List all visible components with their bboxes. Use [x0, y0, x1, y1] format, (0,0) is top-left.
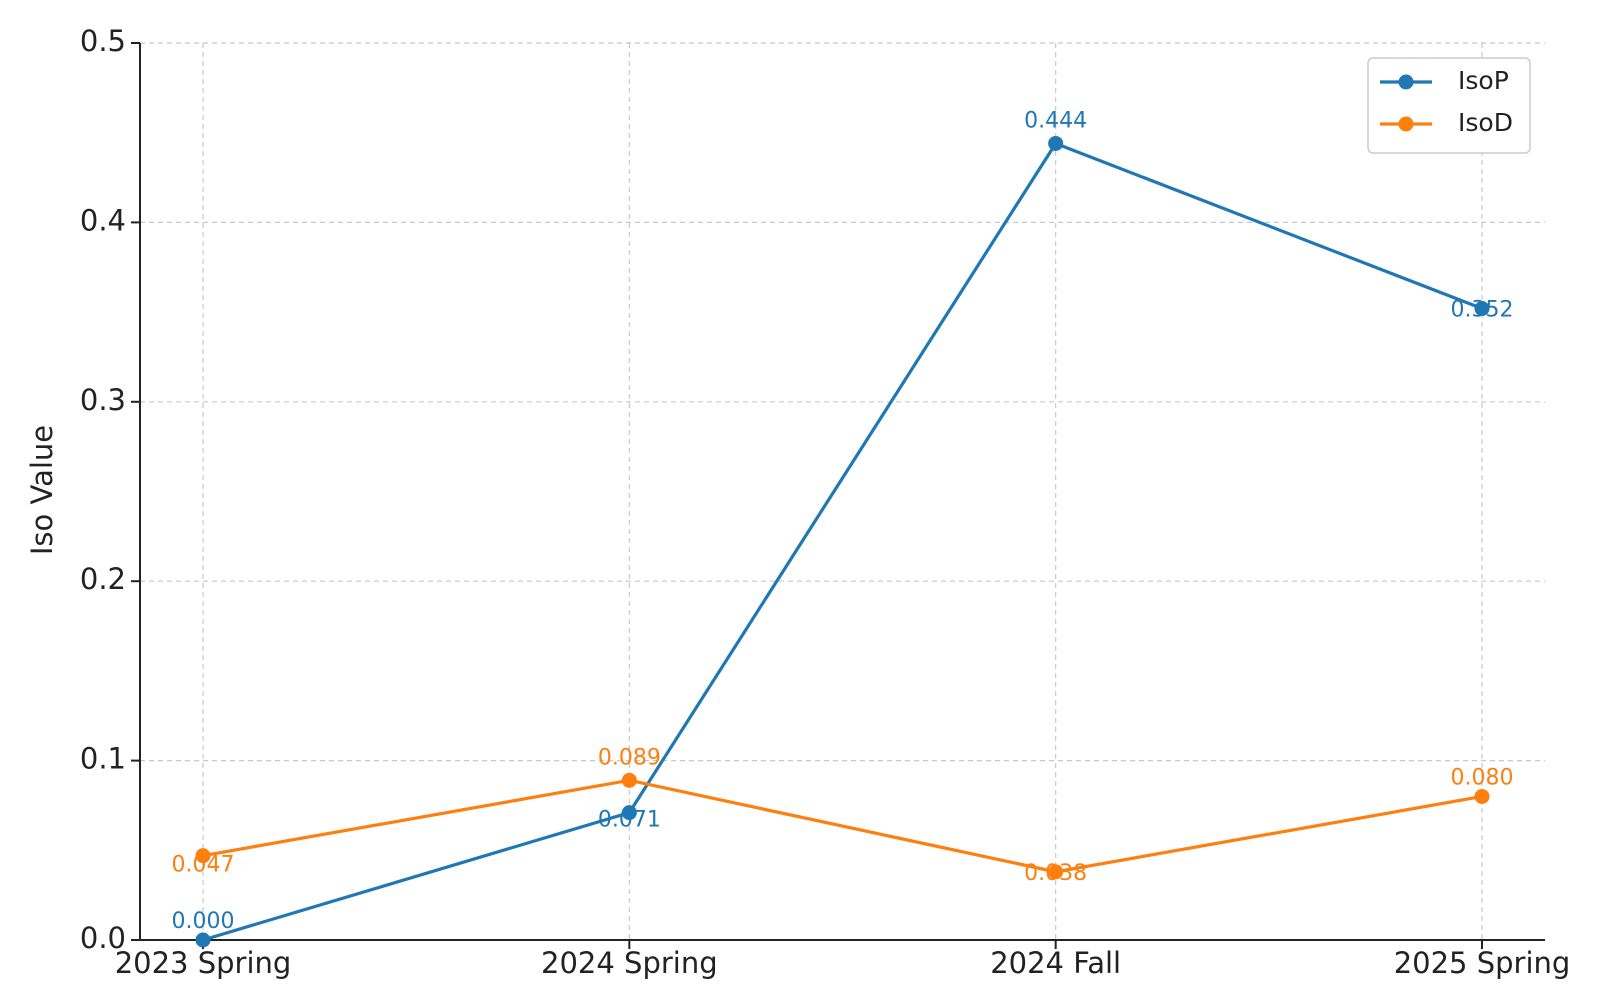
point — [195, 932, 211, 948]
point — [621, 772, 637, 788]
series-line — [202, 141, 1483, 942]
y-axis-label: Iso Value — [25, 425, 59, 555]
y-tick-label: 0.5 — [80, 24, 126, 58]
point — [1048, 864, 1064, 880]
value-label: 0.080 — [1451, 765, 1514, 790]
value-label: 0.071 — [598, 808, 661, 833]
x-tick-label: 2023 Spring — [115, 946, 292, 980]
value-label: 0.000 — [172, 909, 235, 934]
y-tick-label: 0.0 — [80, 921, 126, 955]
x-tick-label: 2025 Spring — [1394, 946, 1571, 980]
value-label: 0.047 — [172, 853, 235, 878]
y-tick-label: 0.3 — [80, 383, 126, 417]
legend-marker — [1398, 74, 1414, 90]
y-tick-label: 0.1 — [80, 742, 126, 776]
legend-marker — [1398, 116, 1414, 132]
legend-label: IsoP — [1458, 66, 1509, 95]
series-line — [202, 778, 1483, 874]
legend-label: IsoD — [1458, 108, 1513, 137]
x-tick-label: 2024 Fall — [990, 946, 1121, 980]
point — [621, 805, 637, 821]
point — [1474, 301, 1490, 317]
value-label: 0.444 — [1024, 108, 1087, 133]
point — [1048, 135, 1064, 151]
y-tick-label: 0.4 — [80, 203, 126, 237]
point — [1474, 788, 1490, 804]
y-tick-label: 0.2 — [80, 562, 126, 596]
value-label: 0.038 — [1024, 861, 1087, 886]
value-label: 0.352 — [1451, 298, 1514, 323]
x-tick-label: 2024 Spring — [541, 946, 718, 980]
point — [195, 848, 211, 864]
value-label: 0.089 — [598, 745, 661, 770]
